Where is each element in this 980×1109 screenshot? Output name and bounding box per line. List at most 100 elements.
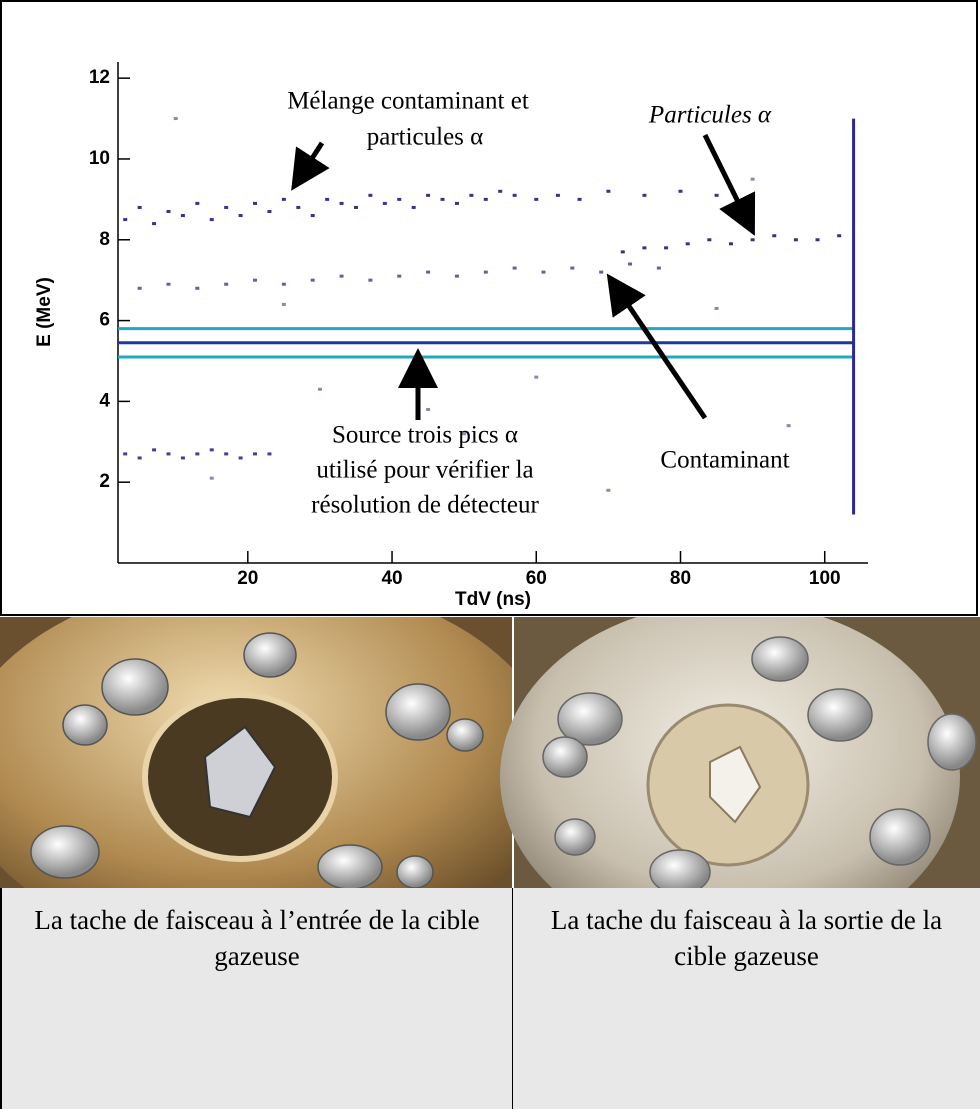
point — [368, 193, 373, 197]
point — [541, 270, 546, 274]
point — [498, 189, 503, 193]
point — [224, 452, 229, 456]
point — [628, 262, 633, 266]
point — [534, 197, 539, 201]
point — [606, 189, 611, 193]
point — [310, 214, 315, 218]
point — [209, 448, 214, 452]
point — [397, 197, 402, 201]
point — [577, 197, 582, 201]
point — [483, 270, 488, 274]
point — [253, 278, 258, 282]
caption: La tache de faisceau à l’entrée de la ci… — [0, 888, 513, 1109]
point — [426, 270, 431, 274]
point — [195, 452, 200, 456]
screws — [542, 636, 977, 888]
point — [815, 238, 820, 242]
point — [310, 278, 315, 282]
point — [483, 197, 488, 201]
point — [267, 209, 272, 213]
point — [209, 476, 214, 480]
point — [750, 238, 755, 242]
y-tick-label: 6 — [99, 310, 110, 331]
point — [606, 488, 611, 492]
point — [555, 193, 560, 197]
chart: E (MeV) TdV (ns) 2 4 6 8 10 12 20 40 60 80 100 Mél… — [0, 0, 978, 616]
x-tick-label: 40 — [381, 568, 402, 589]
annotation: particules α — [367, 124, 484, 151]
annotations: Mélange contaminant et particules α Part… — [287, 88, 789, 519]
point — [656, 266, 661, 270]
y-tick-label: 2 — [99, 471, 110, 492]
point — [837, 234, 842, 238]
point — [642, 193, 647, 197]
point — [454, 274, 459, 278]
point — [180, 214, 185, 218]
point — [152, 448, 157, 452]
point — [642, 246, 647, 250]
point — [137, 205, 142, 209]
point — [462, 432, 467, 436]
point — [281, 302, 286, 306]
x-tick-label: 20 — [237, 568, 258, 589]
y-tick-label: 10 — [89, 148, 110, 169]
point — [123, 218, 128, 222]
y-tick-label: 8 — [99, 229, 110, 250]
point — [123, 452, 128, 456]
point — [253, 201, 258, 205]
point — [209, 218, 214, 222]
annotation: Source trois pics α — [332, 422, 518, 449]
point — [353, 205, 358, 209]
y-tick-label: 12 — [89, 67, 110, 88]
point — [426, 193, 431, 197]
point — [599, 270, 604, 274]
annotation: Particules α — [648, 102, 772, 129]
point — [440, 197, 445, 201]
point — [714, 306, 719, 310]
point — [426, 407, 431, 411]
point — [296, 205, 301, 209]
arrow — [606, 273, 708, 420]
arrow — [291, 141, 330, 191]
photos — [0, 617, 980, 888]
annotation: Mélange contaminant et — [287, 88, 529, 115]
point — [166, 209, 171, 213]
point — [368, 278, 373, 282]
point — [195, 286, 200, 290]
point — [534, 375, 539, 379]
arrow — [702, 133, 756, 236]
point — [166, 282, 171, 286]
point — [267, 452, 272, 456]
figure-frame — [0, 0, 978, 616]
point — [664, 246, 669, 250]
x-tick-label: 100 — [809, 568, 841, 589]
point — [180, 456, 185, 460]
caption: La tache du faisceau à la sortie de la c… — [550, 905, 943, 971]
point — [793, 238, 798, 242]
annotation: résolution de détecteur — [311, 492, 539, 519]
point — [397, 274, 402, 278]
point — [750, 177, 755, 181]
annotation: Contaminant — [660, 447, 789, 474]
window — [203, 725, 277, 819]
point — [238, 456, 243, 460]
point — [152, 222, 157, 226]
x-axis-label: TdV (ns) — [455, 589, 531, 610]
point — [454, 201, 459, 205]
point — [137, 286, 142, 290]
point — [685, 242, 690, 246]
point — [224, 205, 229, 209]
point — [772, 234, 777, 238]
point — [512, 266, 517, 270]
x-tick-label: 80 — [670, 568, 691, 589]
point — [195, 201, 200, 205]
point — [382, 201, 387, 205]
point — [325, 197, 330, 201]
point — [512, 193, 517, 197]
point — [238, 214, 243, 218]
point — [173, 117, 178, 121]
point — [620, 250, 625, 254]
point — [339, 201, 344, 205]
point — [469, 193, 474, 197]
point — [224, 282, 229, 286]
